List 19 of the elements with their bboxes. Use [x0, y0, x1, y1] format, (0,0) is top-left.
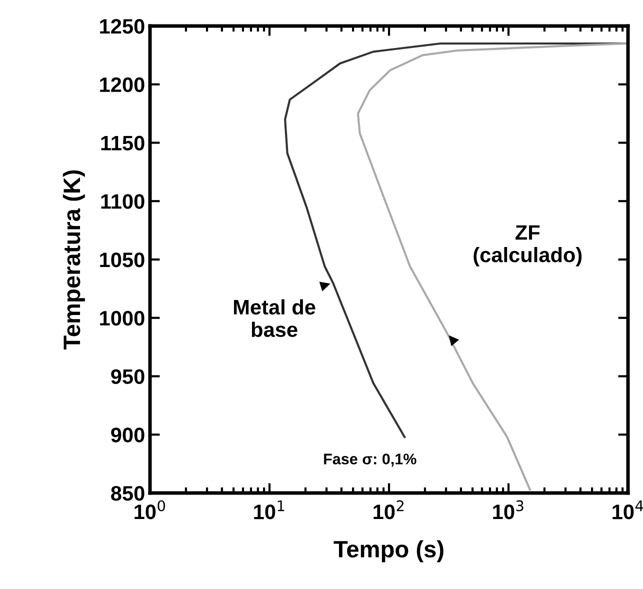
- x-axis-title: Tempo (s): [334, 540, 444, 562]
- x-tick-label: 10$^{3}$: [493, 500, 524, 520]
- annotation: Fase σ: 0,1%: [324, 454, 416, 467]
- y-tick-label: 850: [111, 486, 144, 501]
- x-tick-label: 10$^{0}$: [134, 500, 166, 520]
- y-tick-label: 1200: [100, 77, 144, 92]
- y-tick-label: 1250: [100, 19, 144, 34]
- x-tick-label: 10$^{4}$: [612, 500, 643, 520]
- y-tick-label: 1100: [101, 194, 144, 209]
- y-tick-label: 900: [111, 428, 144, 442]
- y-tick-label: 1150: [101, 136, 144, 151]
- y-tick-label: 1050: [100, 252, 144, 268]
- x-tick-label: 10$^{1}$: [254, 500, 284, 520]
- y-axis-title: Temperatura (K): [62, 170, 85, 350]
- text: ZF (calculado): [474, 225, 582, 266]
- y-tick-label: 950: [111, 369, 144, 384]
- x-tick-label: 10$^{2}$: [374, 500, 404, 520]
- y-tick-label: 1000: [100, 310, 144, 326]
- series-label: Metal de base: [234, 299, 316, 338]
